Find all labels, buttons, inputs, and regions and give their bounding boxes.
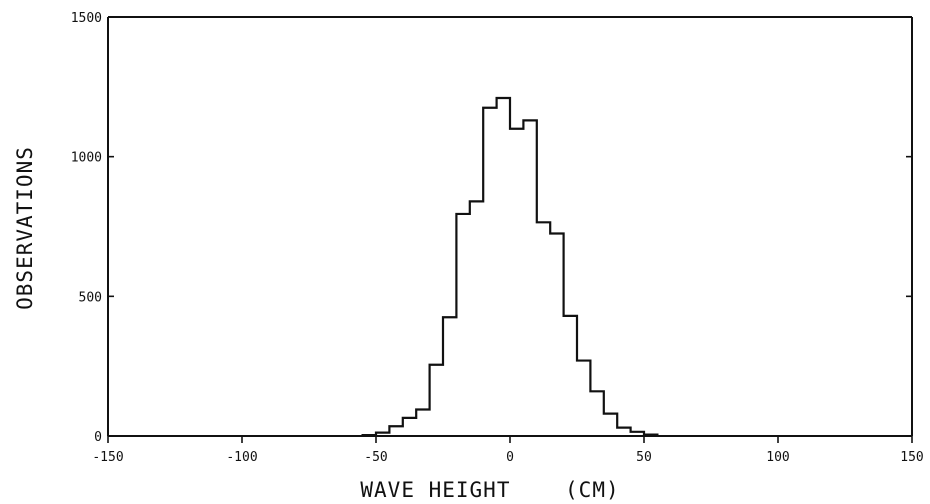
histogram-bar [470,201,483,436]
histogram-bar [537,222,550,436]
x-axis-ticks: -150 -100 -50 0 50 100 150 [92,436,924,465]
histogram-bar [456,214,469,436]
y-axis-ticks: 0 500 1000 1500 [71,11,912,445]
histogram-bar [416,409,429,436]
histogram-bar [564,316,577,436]
histogram-bar [497,98,510,436]
x-tick-label: 0 [506,450,514,465]
histogram-bar [389,426,402,436]
histogram-bar [443,317,456,436]
x-tick-label: 150 [900,450,923,465]
histogram-bar [590,391,603,436]
histogram-bar [523,120,536,436]
histogram-bar [617,428,630,436]
y-axis-label: OBSERVATIONS [13,146,37,310]
x-tick-label: -50 [364,450,387,465]
y-tick-label: 1000 [71,151,102,166]
histogram-outline [361,96,659,437]
histogram-bar [510,129,523,436]
x-tick-label: -150 [92,450,123,465]
histogram-bar [403,418,416,436]
histogram-bars [363,98,658,436]
histogram-bar [577,361,590,436]
x-tick-label: -100 [226,450,257,465]
histogram-bar [430,365,443,436]
x-tick-label: 50 [636,450,652,465]
y-tick-label: 0 [94,430,102,445]
x-tick-label: 100 [766,450,789,465]
y-tick-label: 1500 [71,11,102,26]
histogram-bar [604,414,617,436]
histogram-bar [550,233,563,436]
histogram-bar [483,108,496,436]
x-axis-label: WAVE HEIGHT (CM) [360,478,619,502]
y-tick-label: 500 [79,290,102,305]
